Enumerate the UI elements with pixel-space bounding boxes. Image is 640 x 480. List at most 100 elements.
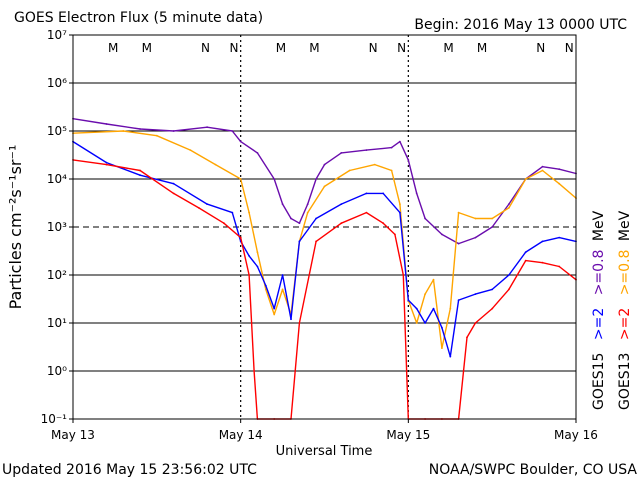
data-point-2 bbox=[424, 322, 426, 324]
data-point-2 bbox=[541, 240, 544, 243]
data-point-0 bbox=[390, 146, 393, 149]
data-point-3 bbox=[558, 265, 561, 268]
data-point-1 bbox=[323, 185, 326, 188]
data-point-3 bbox=[315, 240, 317, 243]
data-point-0 bbox=[256, 152, 259, 154]
data-point-3 bbox=[394, 233, 396, 236]
data-point-1 bbox=[441, 347, 443, 349]
data-point-1 bbox=[122, 130, 125, 132]
marker-n: N bbox=[369, 41, 378, 55]
y-axis-ticks: 10⁻¹ 10⁰ 10¹ 10² 10³ 10⁴ 10⁵ 10⁶ 10⁷ bbox=[41, 28, 73, 426]
data-point-2 bbox=[340, 203, 343, 206]
data-point-0 bbox=[491, 226, 494, 228]
data-point-2 bbox=[524, 251, 527, 254]
begin-time: Begin: 2016 May 13 0000 UTC bbox=[414, 17, 627, 33]
data-point-0 bbox=[105, 123, 108, 125]
goes13-label: GOES13 bbox=[617, 353, 633, 410]
data-point-1 bbox=[348, 169, 351, 172]
data-point-1 bbox=[256, 251, 259, 254]
data-point-2 bbox=[248, 255, 251, 257]
data-point-2 bbox=[491, 288, 494, 291]
data-point-0 bbox=[239, 140, 242, 143]
y-tick-label: 10⁵ bbox=[47, 124, 67, 138]
data-point-0 bbox=[365, 149, 368, 152]
data-point-3 bbox=[105, 163, 108, 166]
data-point-0 bbox=[323, 163, 326, 166]
marker-m: M bbox=[108, 41, 118, 55]
data-point-0 bbox=[541, 165, 544, 168]
data-point-2 bbox=[365, 192, 368, 195]
data-point-1 bbox=[508, 207, 510, 209]
data-point-3 bbox=[223, 222, 225, 225]
data-point-3 bbox=[524, 259, 527, 262]
y-tick-label: 10⁰ bbox=[47, 364, 67, 378]
y-tick-label: 10⁴ bbox=[47, 172, 67, 186]
data-point-1 bbox=[373, 163, 376, 166]
data-point-1 bbox=[541, 169, 544, 172]
data-point-2 bbox=[441, 326, 443, 329]
data-point-2 bbox=[315, 217, 317, 220]
data-point-1 bbox=[273, 313, 276, 316]
data-point-3 bbox=[491, 307, 494, 310]
data-point-1 bbox=[248, 211, 251, 214]
data-point-2 bbox=[558, 236, 561, 239]
data-point-1 bbox=[399, 203, 401, 206]
legend-goes13: GOES13 >=2 >=0.8 MeV bbox=[617, 210, 633, 410]
marker-m: M bbox=[309, 41, 319, 55]
goes13-2mev-label: >=2 bbox=[617, 308, 633, 340]
marker-n: N bbox=[565, 41, 574, 55]
goes13-unit-label: MeV bbox=[617, 210, 633, 241]
data-point-0 bbox=[407, 159, 410, 161]
data-point-0 bbox=[340, 152, 343, 154]
marker-n: N bbox=[536, 41, 545, 55]
y-tick-label: 10² bbox=[47, 268, 67, 282]
data-point-2 bbox=[256, 265, 259, 268]
series-line-0 bbox=[72, 118, 577, 245]
data-point-2 bbox=[407, 299, 410, 301]
goes13-08mev-label: >=0.8 bbox=[617, 250, 633, 296]
data-point-3 bbox=[253, 370, 256, 372]
plot-grid bbox=[73, 35, 576, 419]
data-point-3 bbox=[139, 169, 142, 172]
data-point-3 bbox=[365, 211, 368, 214]
data-point-2 bbox=[273, 307, 276, 310]
data-point-2 bbox=[281, 274, 284, 276]
data-point-2 bbox=[298, 240, 301, 243]
data-point-2 bbox=[415, 307, 418, 310]
goes15-2mev-label: >=2 bbox=[591, 308, 607, 340]
data-point-2 bbox=[172, 182, 175, 185]
data-point-3 bbox=[298, 322, 301, 324]
updated-timestamp: Updated 2016 May 15 23:56:02 UTC bbox=[2, 462, 257, 478]
data-point-2 bbox=[449, 355, 452, 358]
data-point-0 bbox=[298, 222, 301, 225]
x-tick-label: May 16 bbox=[554, 428, 598, 442]
series-line-1 bbox=[72, 130, 577, 349]
goes15-08mev-label: >=0.8 bbox=[591, 250, 607, 296]
data-point-3 bbox=[474, 322, 477, 324]
svg-text:GOES13 >=2 >=0.8: GOES13 >=2 >=0.8 MeV bbox=[617, 210, 633, 410]
data-point-2 bbox=[231, 211, 234, 214]
data-point-1 bbox=[491, 217, 494, 220]
data-point-1 bbox=[558, 182, 561, 185]
data-point-0 bbox=[172, 130, 175, 132]
x-axis-ticks: May 13 May 14 May 15 May 16 bbox=[51, 419, 598, 442]
data-point-0 bbox=[306, 203, 309, 206]
data-point-1 bbox=[524, 178, 527, 180]
x-tick-label: May 15 bbox=[386, 428, 430, 442]
data-point-1 bbox=[189, 149, 192, 152]
data-point-0 bbox=[508, 203, 510, 206]
data-point-0 bbox=[424, 217, 426, 220]
data-point-1 bbox=[306, 211, 309, 214]
data-point-2 bbox=[399, 211, 401, 214]
data-point-2 bbox=[139, 174, 142, 177]
data-point-2 bbox=[432, 307, 435, 310]
marker-m: M bbox=[443, 41, 453, 55]
marker-m: M bbox=[477, 41, 487, 55]
marker-n: N bbox=[229, 41, 238, 55]
data-point-1 bbox=[239, 178, 242, 180]
marker-n: N bbox=[397, 41, 406, 55]
data-point-3 bbox=[172, 192, 175, 195]
marker-n: N bbox=[201, 41, 210, 55]
data-point-1 bbox=[390, 169, 393, 172]
